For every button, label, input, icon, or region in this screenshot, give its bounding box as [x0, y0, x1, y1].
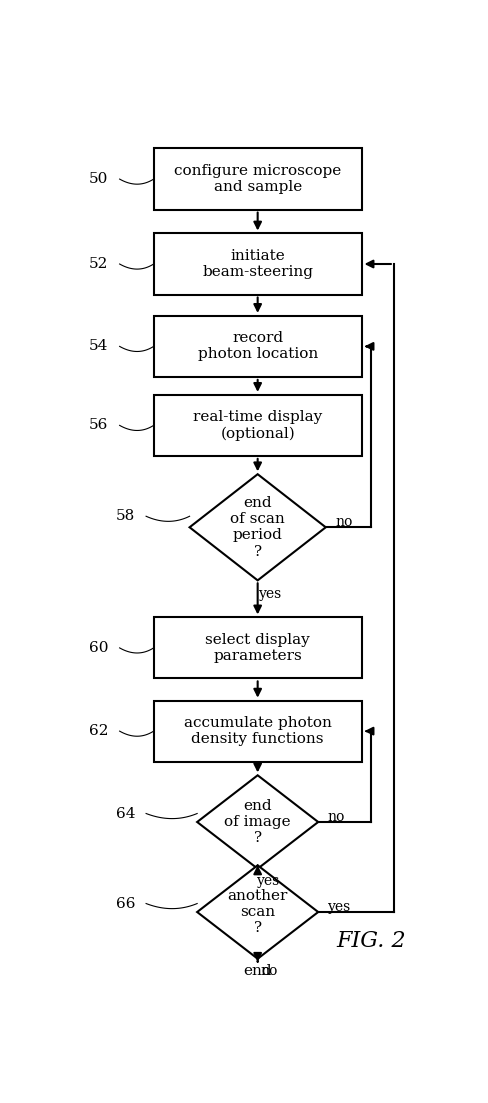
Text: select display
parameters: select display parameters: [205, 633, 310, 663]
FancyBboxPatch shape: [154, 234, 362, 295]
Text: no: no: [335, 515, 352, 529]
Text: 58: 58: [116, 510, 135, 523]
Text: initiate
beam-steering: initiate beam-steering: [202, 249, 313, 279]
Text: 62: 62: [89, 725, 108, 738]
FancyBboxPatch shape: [154, 149, 362, 210]
Polygon shape: [197, 866, 318, 959]
FancyBboxPatch shape: [154, 618, 362, 678]
Text: FIG. 2: FIG. 2: [336, 930, 406, 952]
Text: yes: yes: [327, 900, 351, 914]
FancyBboxPatch shape: [154, 395, 362, 456]
Text: record
photon location: record photon location: [198, 331, 318, 362]
Text: 64: 64: [116, 806, 135, 821]
Text: 56: 56: [89, 418, 108, 432]
Text: end: end: [244, 964, 272, 978]
Text: end
of image
?: end of image ?: [224, 799, 291, 845]
Text: 52: 52: [89, 257, 108, 271]
Text: end
of scan
period
?: end of scan period ?: [230, 496, 285, 558]
Polygon shape: [189, 474, 326, 580]
Text: no: no: [260, 964, 278, 978]
Text: yes: yes: [259, 587, 283, 601]
Text: another
scan
?: another scan ?: [227, 889, 288, 935]
Text: no: no: [327, 810, 345, 824]
Text: 66: 66: [116, 897, 135, 911]
Text: real-time display
(optional): real-time display (optional): [193, 410, 322, 441]
Polygon shape: [197, 775, 318, 869]
Text: 54: 54: [89, 340, 108, 353]
Text: 60: 60: [89, 641, 108, 655]
FancyBboxPatch shape: [154, 700, 362, 762]
Text: yes: yes: [257, 874, 281, 888]
FancyBboxPatch shape: [154, 315, 362, 377]
Text: accumulate photon
density functions: accumulate photon density functions: [183, 716, 332, 747]
Text: configure microscope
and sample: configure microscope and sample: [174, 164, 341, 194]
Text: 50: 50: [89, 172, 108, 186]
